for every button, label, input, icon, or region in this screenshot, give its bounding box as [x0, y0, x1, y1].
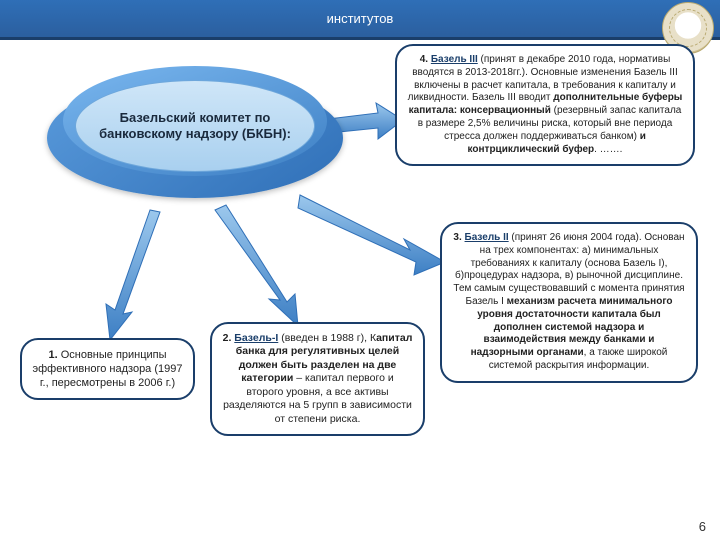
- bubble-basel-1: 2. Базель-I (введен в 1988 г), Капитал б…: [210, 322, 425, 436]
- bubble3-num: 3.: [453, 232, 461, 243]
- arrow-to-3: [298, 195, 445, 275]
- central-title: Базельский комитет по банковскому надзор…: [94, 110, 296, 143]
- bubble4-link: Базель III: [431, 54, 478, 65]
- top-bar: институтов: [0, 0, 720, 40]
- bubble-principles: 1. Основные принципы эффективного надзор…: [20, 338, 195, 400]
- bubble1-num: 1.: [48, 349, 57, 361]
- bubble4-num: 4.: [420, 54, 428, 65]
- bubble2-t1: (введен в 1988 г), К: [278, 332, 376, 344]
- topbar-title: институтов: [327, 11, 394, 26]
- arrow-to-1: [106, 210, 160, 340]
- ellipse-layer-front: Базельский комитет по банковскому надзор…: [75, 80, 315, 172]
- bubble4-rest: . …….: [594, 144, 622, 155]
- bubble-basel-3: 4. Базель III (принят в декабре 2010 год…: [395, 44, 695, 166]
- page-number: 6: [699, 519, 706, 534]
- bubble2-num: 2.: [223, 332, 232, 344]
- bubble-basel-2: 3. Базель II (принят 26 июня 2004 года).…: [440, 222, 698, 383]
- bubble2-link: Базель-I: [234, 332, 278, 344]
- central-ellipse-group: Базельский комитет по банковскому надзор…: [55, 70, 335, 200]
- arrow-to-2: [215, 205, 298, 326]
- bubble3-link: Базель II: [465, 232, 509, 243]
